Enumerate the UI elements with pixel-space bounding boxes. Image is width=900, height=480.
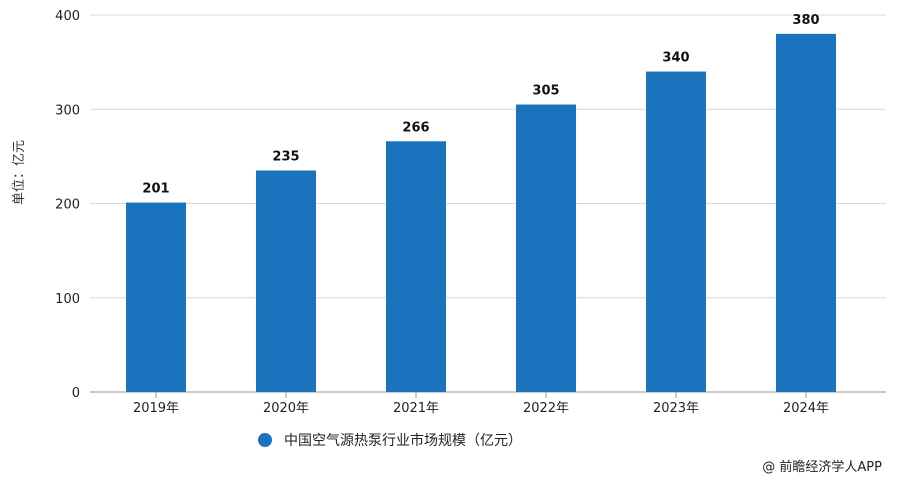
data-label: 340 [662,51,689,66]
y-tick-label: 300 [55,103,80,118]
data-label: 305 [532,84,559,99]
y-tick-label: 0 [72,386,80,401]
y-tick-label: 200 [55,198,80,213]
bar [126,202,186,392]
x-tick-label: 2024年 [783,401,829,416]
y-axis-label: 单位：亿元 [12,139,27,205]
x-tick-label: 2021年 [393,401,439,416]
legend-marker [258,433,272,447]
data-label: 201 [142,182,169,197]
data-label: 380 [792,13,819,28]
source-credit: @ 前瞻经济学人APP [762,460,882,475]
x-tick-label: 2019年 [133,401,179,416]
y-tick-label: 100 [55,292,80,307]
legend: 中国空气源热泵行业市场规模（亿元） [258,430,522,450]
x-tick-label: 2022年 [523,401,569,416]
y-tick-label: 400 [55,9,80,24]
bar [386,141,446,392]
legend-label: 中国空气源热泵行业市场规模（亿元） [284,433,522,449]
bar [646,71,706,393]
bar [776,33,836,392]
bar [516,104,576,392]
data-label: 266 [402,120,429,135]
bar [256,170,316,392]
data-label: 235 [272,150,299,165]
x-tick-label: 2023年 [653,401,699,416]
x-tick-label: 2020年 [263,401,309,416]
